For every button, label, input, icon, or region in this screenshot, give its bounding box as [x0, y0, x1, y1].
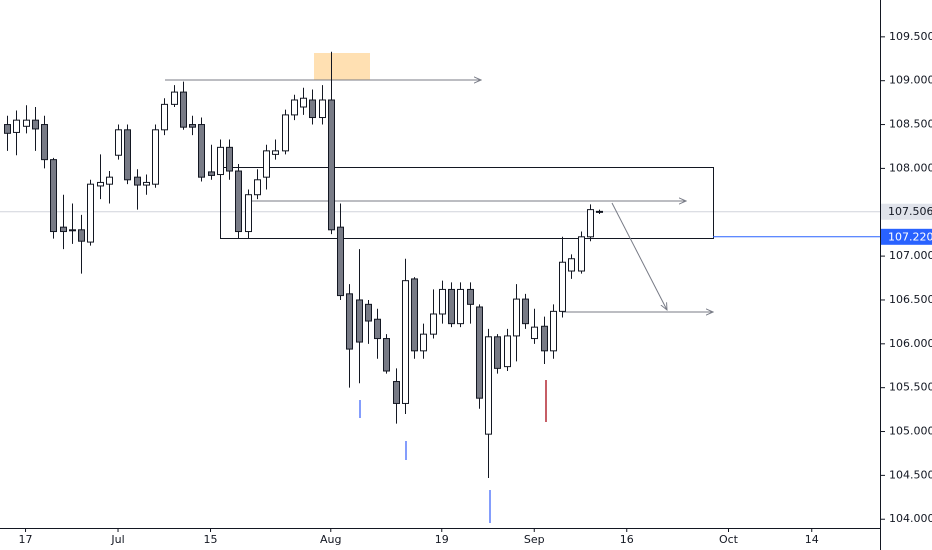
candle-body: [41, 124, 48, 161]
y-tick-label: 109.500: [889, 30, 932, 43]
candle-body: [328, 99, 335, 231]
x-tick-label: 16: [620, 533, 634, 546]
candle-body: [587, 209, 594, 238]
y-tick-label: 105.500: [889, 381, 932, 394]
candle-body: [383, 338, 390, 372]
candle-body: [319, 99, 326, 119]
candle-body: [568, 258, 575, 272]
candle-body: [161, 103, 168, 131]
candle-body: [596, 210, 603, 213]
candle-body: [309, 99, 316, 119]
x-tick-label: 15: [204, 533, 218, 546]
candle-body: [531, 326, 538, 340]
range-box: [220, 167, 714, 239]
y-tick-label: 106.500: [889, 293, 932, 306]
price-label-box: [881, 203, 932, 220]
candle-body: [254, 179, 261, 196]
candle-body: [578, 236, 585, 272]
candle-body: [217, 146, 224, 176]
candle-body: [365, 303, 372, 322]
x-tick-label: 19: [435, 533, 449, 546]
price-label: 107.220: [888, 230, 932, 243]
candle-body: [143, 181, 150, 186]
candle-body: [300, 97, 307, 108]
candle-body: [60, 226, 67, 233]
candle-body: [337, 226, 344, 297]
y-tick-label: 104.000: [889, 512, 932, 525]
candle-body: [23, 119, 30, 127]
candle-body: [430, 313, 437, 335]
candle-body: [393, 381, 400, 404]
x-tick-label: Aug: [320, 533, 341, 546]
y-tick-label: 108.500: [889, 118, 932, 131]
y-tick-label: 105.000: [889, 425, 932, 438]
x-tick-label: 14: [805, 533, 819, 546]
candle-body: [115, 129, 122, 156]
candle-body: [282, 114, 289, 152]
candle-body: [134, 176, 141, 186]
candle-body: [198, 124, 205, 178]
candle-body: [189, 124, 196, 128]
y-tick-label: 109.000: [889, 74, 932, 87]
candle-body: [13, 119, 20, 133]
candle-body: [504, 335, 511, 368]
candle-body: [226, 146, 233, 172]
drawings: [165, 53, 714, 523]
y-tick-label: 104.500: [889, 468, 932, 481]
candle-body: [485, 336, 492, 435]
candle-body: [513, 298, 520, 337]
candle-body: [171, 91, 178, 105]
candle-body: [467, 288, 474, 305]
candle-body: [152, 129, 159, 185]
candle-body: [457, 288, 464, 325]
candle-body: [541, 325, 548, 352]
y-tick-label: 107.000: [889, 249, 932, 262]
candle-body: [208, 171, 215, 176]
candle-body: [69, 229, 76, 232]
candle-body: [235, 170, 242, 233]
candle-body: [494, 336, 501, 369]
x-tick-label: 17: [19, 533, 33, 546]
candle-body: [106, 176, 113, 185]
candle-body: [356, 299, 363, 343]
candle-body: [448, 288, 455, 325]
price-label-box: [881, 228, 932, 245]
candle-body: [97, 181, 104, 187]
candle-body: [420, 333, 427, 352]
candle-body: [550, 310, 557, 352]
candle-body: [78, 229, 85, 242]
candle-body: [439, 288, 446, 315]
y-tick-label: 108.000: [889, 161, 932, 174]
candle-body: [263, 150, 270, 178]
candle-body: [559, 261, 566, 312]
candle-body: [291, 99, 298, 116]
candle-body: [4, 124, 11, 134]
candle-body: [180, 91, 187, 128]
x-tick-label: Oct: [719, 533, 739, 546]
candle-body: [87, 183, 94, 243]
candle-body: [411, 278, 418, 352]
candle-body: [50, 159, 57, 233]
candle-body: [476, 306, 483, 399]
candle-body: [245, 194, 252, 233]
candle-body: [346, 293, 353, 350]
candle-body: [374, 318, 381, 340]
x-tick-label: Jul: [110, 533, 124, 546]
arrow: [611, 202, 667, 310]
candle-body: [272, 150, 279, 155]
candle-body: [402, 280, 409, 404]
highlight-zone: [314, 53, 370, 80]
candle-body: [32, 119, 39, 130]
y-tick-label: 106.000: [889, 337, 932, 350]
candle-body: [124, 129, 131, 181]
candle-body: [522, 298, 529, 325]
x-tick-label: Sep: [524, 533, 545, 546]
price-label: 107.506: [888, 205, 932, 218]
